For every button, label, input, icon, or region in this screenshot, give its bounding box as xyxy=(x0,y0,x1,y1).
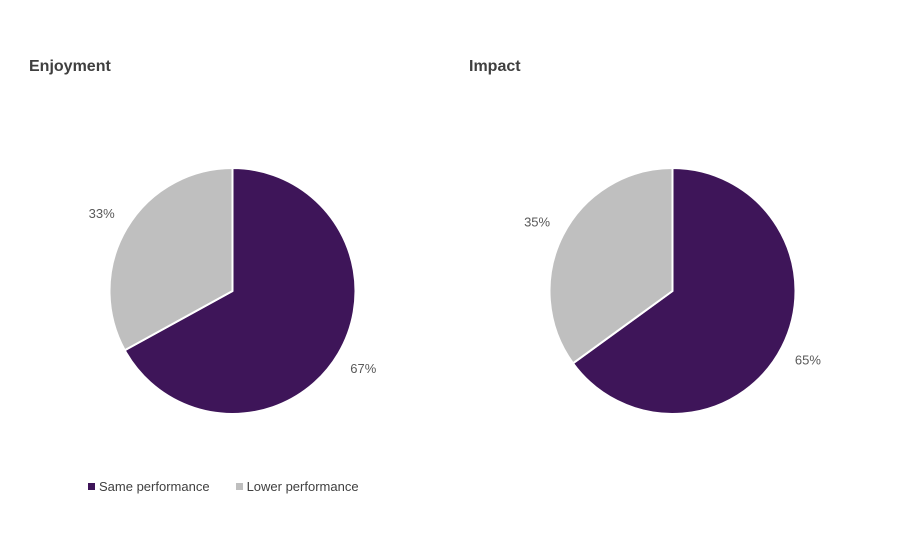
pie-slice-same-performance xyxy=(123,167,357,415)
legend-swatch-lower-performance xyxy=(235,483,243,490)
pie-slice-same-performance xyxy=(571,167,797,415)
legend-label-lower-performance: Lower performance xyxy=(246,479,359,494)
pie-value-label-lower-performance: 33% xyxy=(89,206,115,221)
pie-chart-impact: Impact 65% 35% xyxy=(440,0,880,537)
pie-value-label-lower-performance: 35% xyxy=(524,215,550,230)
chart-title-enjoyment: Enjoyment xyxy=(29,58,111,75)
legend-item-same-performance: Same performance xyxy=(88,479,210,494)
legend-swatch-same-performance xyxy=(88,483,95,490)
pie-chart-enjoyment: Enjoyment 67% 33% xyxy=(0,0,440,537)
chart-title-impact: Impact xyxy=(469,58,521,75)
legend-label-same-performance: Same performance xyxy=(99,479,210,494)
pie-slice-lower-performance xyxy=(548,167,674,365)
pie-impact-svg: 65% 35% xyxy=(524,167,821,415)
pie-enjoyment-svg: 67% 33% xyxy=(89,167,377,415)
pie-value-label-same-performance: 65% xyxy=(795,353,821,368)
legend-item-lower-performance: Lower performance xyxy=(235,479,359,494)
legend: Same performance Lower performance xyxy=(88,479,359,494)
pie-slice-lower-performance xyxy=(108,167,234,352)
pie-value-label-same-performance: 67% xyxy=(350,361,376,376)
